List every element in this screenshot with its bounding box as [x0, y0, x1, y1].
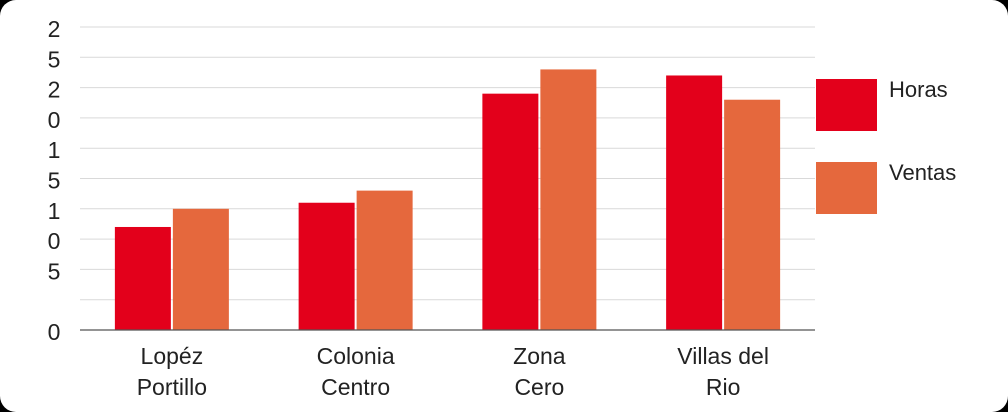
y-tick-label: 5: [48, 46, 61, 72]
bar-ventas-2: [540, 69, 597, 331]
legend-swatch-ventas: [816, 162, 877, 214]
y-tick-label: 0: [48, 107, 61, 133]
bar-horas-1: [298, 202, 355, 330]
legend-swatch-horas: [816, 79, 877, 131]
legend-label-ventas: Ventas: [889, 160, 956, 185]
x-category-label: Centro: [321, 374, 390, 400]
x-category-label: Colonia: [317, 343, 395, 369]
x-category-label: Zona: [513, 343, 566, 369]
x-category-label: Portillo: [137, 374, 207, 400]
y-tick-label: 1: [48, 137, 61, 163]
x-category-label: Rio: [706, 374, 741, 400]
bar-ventas-1: [356, 190, 413, 330]
bar-horas-2: [482, 93, 539, 330]
x-category-label: Cero: [514, 374, 564, 400]
bar-horas-0: [114, 226, 171, 330]
y-tick-label: 2: [48, 77, 61, 103]
y-tick-label: 5: [48, 168, 61, 194]
bar-ventas-0: [172, 208, 229, 330]
bar-ventas-3: [724, 99, 781, 330]
y-tick-label: 1: [48, 198, 61, 224]
y-tick-label: 2: [48, 16, 61, 42]
legend-label-horas: Horas: [889, 77, 948, 102]
x-category-label: Villas del: [677, 343, 769, 369]
y-tick-label: 0: [48, 228, 61, 254]
x-category-label: Lopéz: [141, 343, 204, 369]
y-tick-label: 5: [48, 258, 61, 284]
y-tick-label: 0: [48, 319, 61, 345]
bar-horas-3: [666, 75, 723, 330]
